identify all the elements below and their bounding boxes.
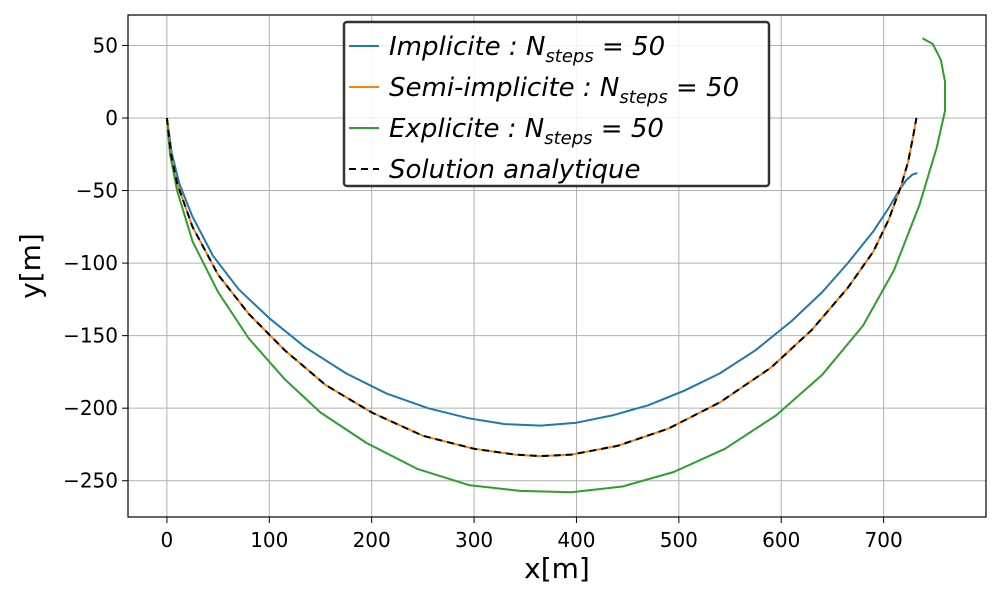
series-lines [165, 37, 946, 494]
y-axis-label: y[m] [14, 233, 47, 299]
series-line-2 [165, 37, 946, 494]
legend: Implicite : Nsteps = 50 Semi-implicite : … [342, 20, 771, 188]
y-tick-label: −50 [76, 179, 118, 203]
x-tick-label: 100 [250, 528, 288, 552]
x-tick-label: 400 [557, 528, 595, 552]
ticks: 0 100 200 300 400 500 600 700500−50−100−150−200… [63, 33, 903, 552]
legend-box [342, 20, 771, 188]
x-axis-label: x[m] [524, 552, 590, 585]
y-tick-label: −200 [63, 396, 118, 420]
plot-frame [127, 14, 987, 518]
legend-label-3: Solution analytique [389, 155, 641, 185]
y-tick-label: 50 [93, 33, 118, 57]
legend-label-1: Semi-implicite : Nsteps = 50 [389, 73, 739, 108]
y-tick-label: −250 [63, 469, 118, 493]
series-line-0 [165, 117, 918, 427]
legend-label-0: Implicite : Nsteps = 50 [389, 32, 665, 67]
x-tick-label: 700 [865, 528, 903, 552]
x-tick-label: 300 [455, 528, 493, 552]
series-line-3 [165, 117, 918, 458]
y-tick-label: 0 [105, 106, 118, 130]
legend-label-2: Explicite : Nsteps = 50 [389, 114, 664, 149]
x-tick-label: 0 [161, 528, 174, 552]
y-tick-label: −150 [63, 324, 118, 348]
x-tick-label: 200 [353, 528, 391, 552]
x-tick-label: 500 [660, 528, 698, 552]
y-tick-label: −100 [63, 251, 118, 275]
x-tick-label: 600 [762, 528, 800, 552]
legend-entries: Implicite : Nsteps = 50 Semi-implicite : … [349, 32, 739, 185]
